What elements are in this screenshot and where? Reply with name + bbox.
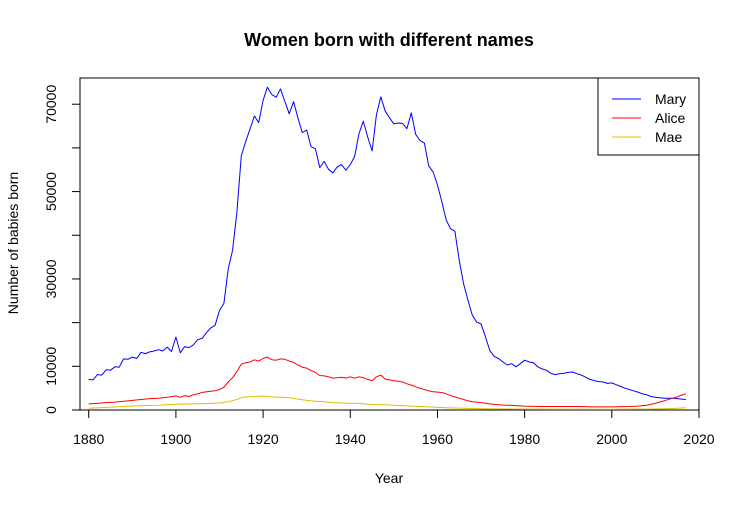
series-line-mary: [88, 86, 686, 400]
x-axis: 1880 1900 1920 1940 1960 1980 2000 2020: [73, 409, 715, 447]
y-axis: 0 10000 30000 50000 70000: [43, 85, 81, 414]
x-axis-label: Year: [375, 470, 404, 486]
y-tick-label: 10000: [43, 347, 59, 386]
y-tick-label: 30000: [43, 259, 59, 298]
legend: Mary Alice Mae: [597, 77, 700, 156]
chart-title: Women born with different names: [244, 30, 534, 50]
series-layer: [88, 86, 687, 410]
series-line-mae: [88, 395, 686, 410]
y-axis-label: Number of babies born: [5, 172, 21, 314]
series-line-alice: [88, 356, 687, 408]
x-tick-label: 1980: [509, 431, 540, 447]
y-tick-label: 70000: [43, 85, 59, 124]
legend-label-alice: Alice: [655, 110, 686, 126]
legend-box: [597, 77, 700, 156]
x-tick-label: 1920: [248, 431, 279, 447]
y-tick-label: 50000: [43, 172, 59, 211]
x-tick-label: 2020: [683, 431, 714, 447]
legend-label-mae: Mae: [655, 129, 682, 145]
x-tick-label: 1900: [160, 431, 191, 447]
y-tick-label: 0: [43, 406, 59, 414]
x-tick-label: 2000: [596, 431, 627, 447]
x-tick-label: 1940: [335, 431, 366, 447]
legend-label-mary: Mary: [655, 91, 686, 107]
x-tick-label: 1960: [422, 431, 453, 447]
x-tick-label: 1880: [73, 431, 104, 447]
